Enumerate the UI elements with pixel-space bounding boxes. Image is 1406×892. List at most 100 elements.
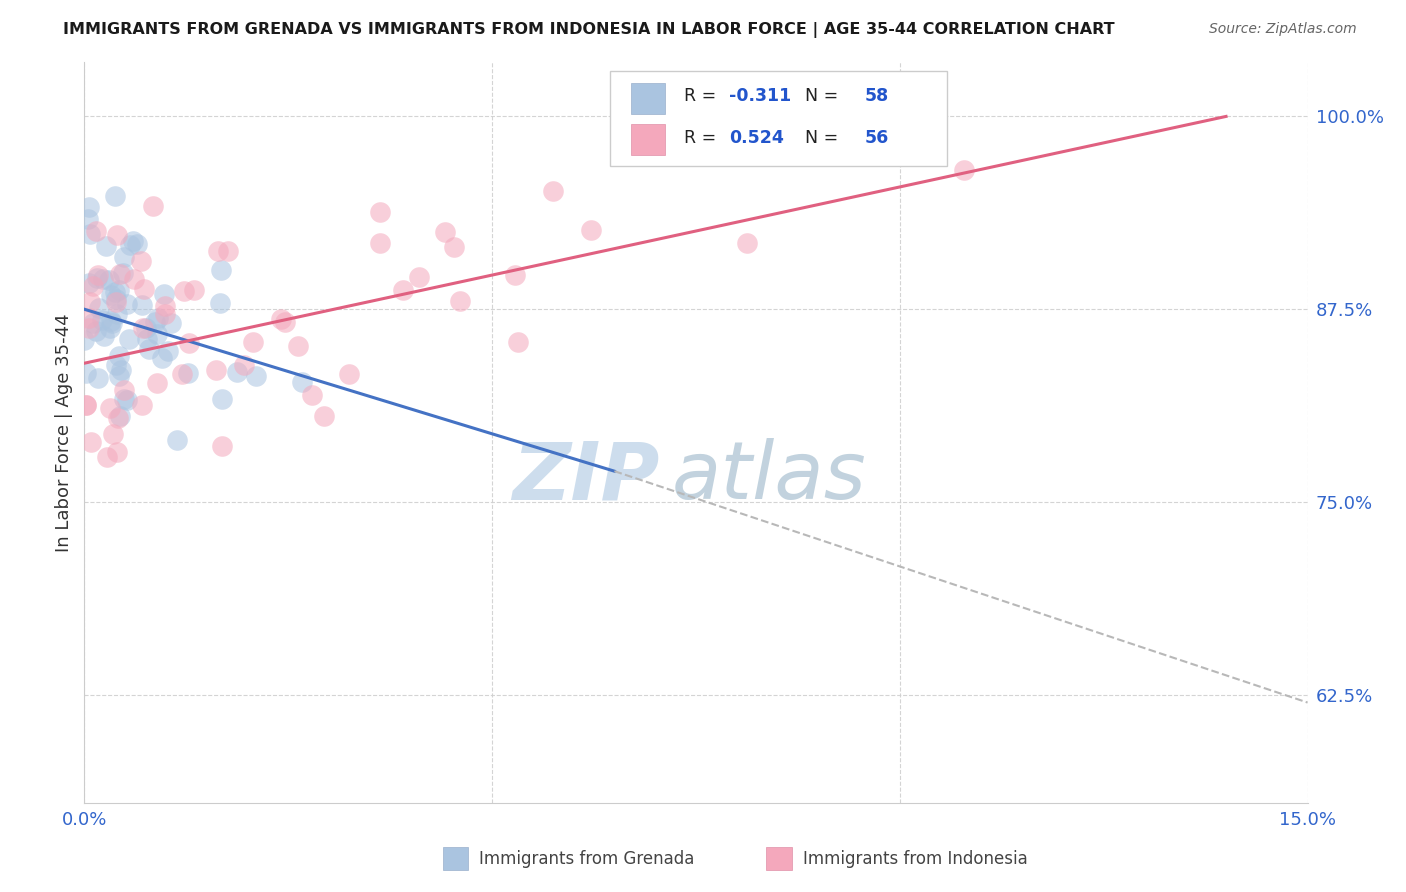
Point: [111, 266, 134, 280]
Point: [132, 282, 155, 296]
Point: [110, 363, 132, 377]
Point: [211, 439, 233, 453]
Point: [112, 250, 135, 264]
Point: [129, 253, 152, 268]
Point: [125, 237, 148, 252]
Point: [392, 283, 415, 297]
Point: [145, 376, 167, 390]
Point: [205, 363, 228, 377]
Point: [208, 296, 231, 310]
Text: R =: R =: [683, 129, 721, 147]
Point: [75, 367, 97, 381]
Point: [108, 349, 131, 363]
Point: [368, 204, 391, 219]
Point: [503, 268, 526, 282]
Text: N =: N =: [794, 129, 844, 147]
Point: [408, 270, 430, 285]
Point: [104, 285, 127, 300]
Point: [100, 316, 122, 330]
Text: ZIP: ZIP: [512, 438, 659, 516]
Text: 0.524: 0.524: [728, 129, 785, 147]
Point: [80, 435, 103, 450]
Point: [122, 235, 145, 249]
Point: [131, 298, 153, 312]
Text: Immigrants from Indonesia: Immigrants from Indonesia: [803, 849, 1028, 868]
Point: [142, 199, 165, 213]
Point: [73, 333, 96, 347]
Point: [136, 332, 159, 346]
Point: [110, 409, 132, 423]
Point: [86, 268, 108, 282]
Point: [117, 332, 139, 346]
Point: [368, 236, 391, 251]
Point: [77, 200, 100, 214]
Point: [173, 284, 195, 298]
Point: [209, 262, 232, 277]
Point: [177, 336, 200, 351]
Text: R =: R =: [683, 87, 721, 105]
Point: [183, 283, 205, 297]
Point: [107, 444, 129, 458]
Point: [94, 238, 117, 252]
Point: [107, 369, 129, 384]
Point: [207, 244, 229, 259]
Point: [245, 369, 267, 384]
Point: [84, 223, 107, 237]
Point: [131, 321, 153, 335]
Text: 56: 56: [865, 129, 889, 147]
Point: [77, 310, 100, 325]
Point: [226, 365, 249, 379]
Point: [75, 398, 97, 412]
Point: [91, 312, 114, 326]
FancyBboxPatch shape: [610, 71, 946, 166]
Point: [84, 324, 107, 338]
FancyBboxPatch shape: [631, 124, 665, 155]
Text: 58: 58: [865, 87, 889, 105]
Point: [146, 310, 169, 325]
Point: [82, 316, 104, 330]
Point: [177, 366, 200, 380]
Text: Source: ZipAtlas.com: Source: ZipAtlas.com: [1209, 22, 1357, 37]
Point: [337, 368, 360, 382]
Point: [91, 271, 114, 285]
Point: [96, 450, 118, 465]
Point: [122, 271, 145, 285]
Point: [100, 288, 122, 302]
Point: [211, 392, 233, 406]
Point: [98, 273, 121, 287]
Point: [952, 163, 974, 178]
Point: [233, 358, 256, 372]
Point: [312, 409, 335, 423]
Point: [434, 225, 457, 239]
Point: [134, 321, 156, 335]
Point: [143, 315, 166, 329]
Point: [449, 294, 471, 309]
Point: [287, 339, 309, 353]
Point: [735, 235, 758, 250]
Point: [153, 307, 176, 321]
Point: [242, 335, 264, 350]
Point: [79, 294, 101, 309]
Point: [98, 320, 121, 334]
Point: [105, 292, 128, 306]
Point: [170, 367, 193, 381]
Point: [115, 297, 138, 311]
Point: [270, 312, 292, 326]
Point: [75, 398, 97, 412]
Point: [166, 434, 188, 448]
Text: N =: N =: [794, 87, 844, 105]
Point: [273, 315, 295, 329]
Point: [112, 384, 135, 398]
Point: [98, 401, 121, 416]
Point: [115, 392, 138, 407]
Point: [159, 316, 181, 330]
Point: [150, 351, 173, 365]
Point: [443, 240, 465, 254]
Point: [100, 314, 122, 328]
Text: Immigrants from Grenada: Immigrants from Grenada: [479, 849, 695, 868]
Point: [153, 299, 176, 313]
Point: [156, 343, 179, 358]
Point: [146, 327, 169, 342]
Text: atlas: atlas: [672, 438, 866, 516]
Point: [579, 223, 602, 237]
